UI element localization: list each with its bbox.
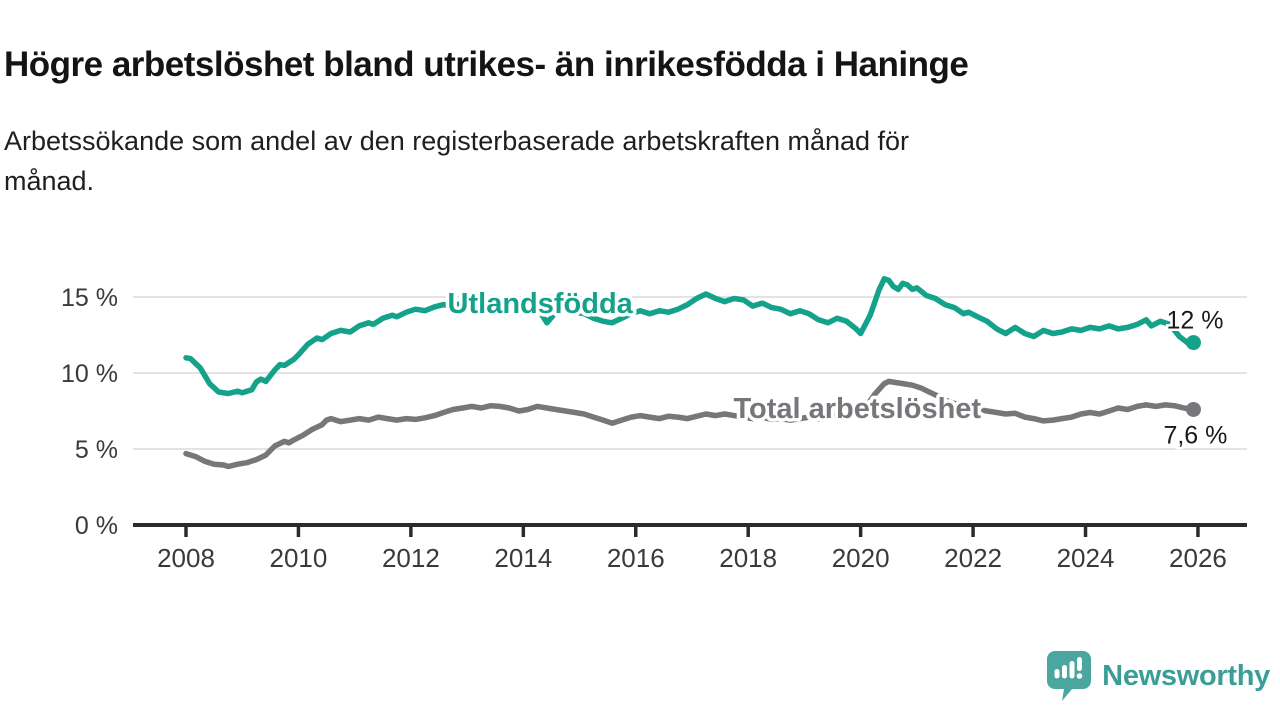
x-tick-label: 2014 xyxy=(494,543,552,573)
line-chart: 2008 2010 2012 2014 2016 2018 2020 2022 2024 2026… xyxy=(0,240,1280,585)
y-tick-label: 5 % xyxy=(75,436,118,464)
series-label-utlandsfodda: Utlandsfödda xyxy=(448,288,634,320)
x-tick-label: 2022 xyxy=(944,543,1002,573)
series-line-total xyxy=(183,378,1197,470)
x-tick-label: 2016 xyxy=(607,543,665,573)
newsworthy-logo-icon xyxy=(1047,651,1092,701)
series-end-dot xyxy=(1185,335,1201,351)
x-tick-label: 2026 xyxy=(1169,543,1227,573)
x-tick-label: 2020 xyxy=(832,543,890,573)
series-end-label: 7,6 % xyxy=(1163,421,1227,449)
newsworthy-branding: Newsworthy xyxy=(1046,650,1270,702)
series-label-total: Total arbetslöshet xyxy=(733,393,981,425)
x-tick-label: 2018 xyxy=(719,543,777,573)
subtitle-line-1: Arbetssökande som andel av den registerb… xyxy=(4,126,910,156)
page-title: Högre arbetslöshet bland utrikes- än inr… xyxy=(4,45,969,85)
y-tick-label: 0 % xyxy=(75,512,118,540)
series-end-dot xyxy=(1185,401,1201,417)
subtitle-line-2: månad. xyxy=(4,166,95,196)
newsworthy-wordmark: Newsworthy xyxy=(1102,659,1270,692)
x-tick-label: 2010 xyxy=(270,543,328,573)
chart-subtitle: Arbetssökande som andel av den registerb… xyxy=(4,121,1204,201)
series-end-label: 12 % xyxy=(1166,307,1223,335)
unemployment-line-chart-svg: 2008 2010 2012 2014 2016 2018 2020 2022 2024 2026… xyxy=(61,276,1247,573)
x-tick-label: 2024 xyxy=(1057,543,1115,573)
series-line-utlandsfodda xyxy=(183,276,1197,397)
x-tick-label: 2012 xyxy=(382,543,440,573)
y-tick-label: 15 % xyxy=(61,284,118,312)
x-tick-label: 2008 xyxy=(157,543,215,573)
y-tick-label: 10 % xyxy=(61,360,118,388)
